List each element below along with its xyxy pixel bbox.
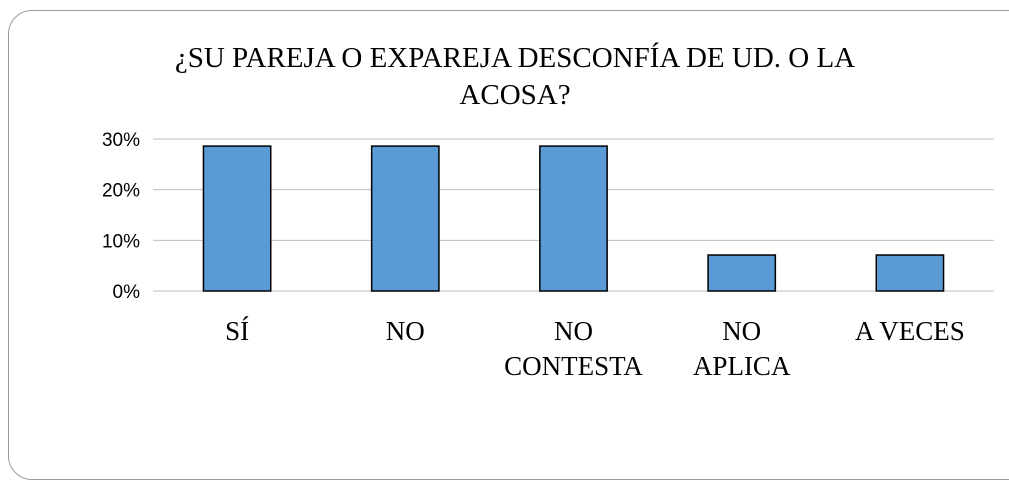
bar — [539, 145, 608, 292]
x-category-label: SÍ — [225, 316, 249, 346]
y-tick-label: 20% — [102, 181, 140, 202]
bar — [875, 254, 945, 292]
x-category-label: NO APLICA — [693, 316, 791, 381]
bar — [202, 145, 272, 292]
chart-title-line-2: ACOSA? — [459, 79, 571, 111]
x-category-label: A VECES — [855, 316, 965, 346]
y-tick-label: 0% — [113, 282, 141, 303]
x-category-label: NO CONTESTA — [504, 316, 643, 381]
x-category-labels: SÍ NO NO CONTESTA NO APLICA A VECES — [225, 316, 965, 381]
y-tick-label: 30% — [102, 130, 140, 151]
chart-frame — [8, 10, 1009, 480]
x-category-label: NO — [386, 316, 425, 346]
bar — [370, 145, 440, 292]
bar — [707, 254, 777, 292]
bars — [202, 145, 945, 292]
chart-title: ¿SU PAREJA O EXPAREJA DESCONFÍA DE UD. O… — [100, 40, 930, 114]
bar-chart: 0% 10% 20% 30% SÍ NO NO CONTESTA NO APLICA A VECE… — [102, 130, 994, 381]
y-tick-labels: 0% 10% 20% 30% — [102, 130, 140, 303]
y-tick-label: 10% — [102, 231, 140, 252]
chart-title-line-1: ¿SU PAREJA O EXPAREJA DESCONFÍA DE UD. O… — [174, 42, 856, 74]
